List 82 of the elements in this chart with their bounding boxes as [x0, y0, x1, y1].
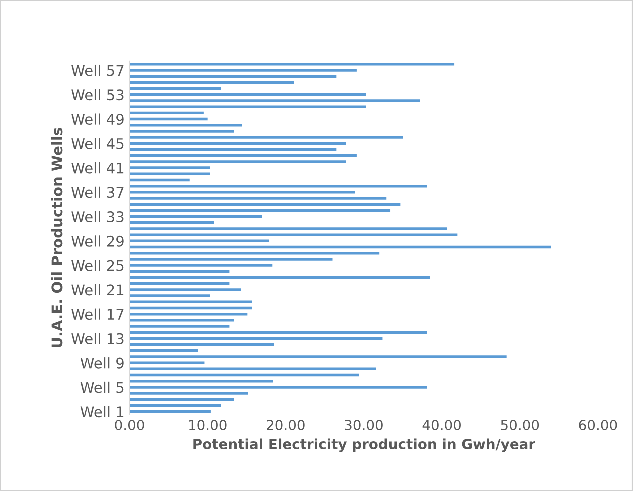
bar — [130, 191, 356, 194]
bar — [130, 234, 458, 236]
y-tick-label: Well 49 — [72, 114, 124, 126]
bar — [130, 325, 230, 328]
y-tick-label: Well 53 — [72, 89, 124, 101]
bar — [130, 75, 337, 78]
bar — [130, 410, 211, 414]
x-tick-label: 50.00 — [501, 420, 540, 431]
y-tick-label: Well 1 — [80, 406, 124, 418]
y-tick-label: Well 17 — [72, 308, 124, 320]
bar — [130, 118, 208, 121]
bar — [130, 356, 507, 358]
bar — [130, 368, 376, 371]
bar — [130, 69, 357, 72]
x-tick-label: 10.00 — [189, 420, 227, 431]
bar — [130, 374, 360, 377]
bar — [130, 184, 428, 188]
bar — [130, 386, 428, 389]
bar — [130, 312, 248, 316]
bar — [130, 306, 252, 310]
bar — [130, 106, 366, 108]
bar — [130, 380, 274, 383]
y-tick-label: Well 21 — [72, 284, 124, 296]
bar — [130, 337, 383, 340]
bar — [130, 142, 346, 146]
bar — [130, 166, 210, 170]
x-axis-title: Potential Electricity production in Gwh/year — [194, 438, 536, 452]
bar — [130, 100, 420, 102]
bar — [130, 276, 430, 280]
y-tick-label: Well 57 — [72, 64, 124, 76]
bar — [130, 404, 222, 408]
bar — [130, 252, 380, 255]
x-tick-label: 60.00 — [579, 420, 618, 431]
y-tick-label: Well 29 — [72, 236, 124, 247]
bar — [130, 350, 198, 352]
bar — [130, 197, 387, 200]
bar — [130, 319, 234, 322]
bar — [130, 63, 455, 66]
bar — [130, 228, 448, 230]
bar — [130, 154, 357, 158]
bar — [130, 270, 230, 274]
bar — [130, 124, 242, 127]
y-tick-label: Well 25 — [72, 260, 124, 272]
bar — [130, 148, 337, 152]
y-tick-label: Well 13 — [72, 333, 124, 344]
bar — [130, 398, 234, 402]
bar — [130, 362, 205, 364]
x-tick-label: 0.00 — [115, 420, 144, 431]
bar — [130, 392, 248, 395]
y-axis-title: U.A.E. Oil Production Wells — [51, 128, 63, 348]
bar — [130, 343, 274, 346]
bar — [130, 112, 204, 115]
bar — [130, 240, 270, 243]
y-tick-label: Well 37 — [72, 186, 124, 198]
y-tick-label: Well 41 — [72, 162, 124, 174]
x-tick-label: 20.00 — [267, 420, 305, 431]
bar — [130, 294, 210, 298]
bar — [130, 222, 214, 224]
bar — [130, 160, 346, 164]
bar — [130, 246, 552, 249]
y-tick-label: Well 33 — [72, 211, 124, 223]
bar — [130, 288, 242, 292]
y-tick-label: Well 45 — [72, 138, 124, 150]
bar — [130, 282, 230, 286]
x-tick-label: 30.00 — [345, 420, 383, 431]
bar — [130, 258, 333, 261]
x-tick-label: 40.00 — [422, 420, 462, 431]
bar — [130, 172, 210, 176]
bar — [130, 300, 252, 304]
bar — [130, 136, 404, 139]
bar — [130, 87, 222, 90]
bar — [130, 178, 190, 182]
y-tick-label: Well 9 — [80, 358, 124, 369]
bar — [130, 331, 428, 334]
bar — [130, 81, 294, 84]
bar — [130, 130, 234, 133]
bar — [130, 94, 366, 96]
bar — [130, 203, 401, 206]
y-tick-label: Well 5 — [80, 382, 124, 394]
bar — [130, 215, 262, 218]
bar — [130, 264, 273, 267]
bar — [130, 209, 391, 212]
